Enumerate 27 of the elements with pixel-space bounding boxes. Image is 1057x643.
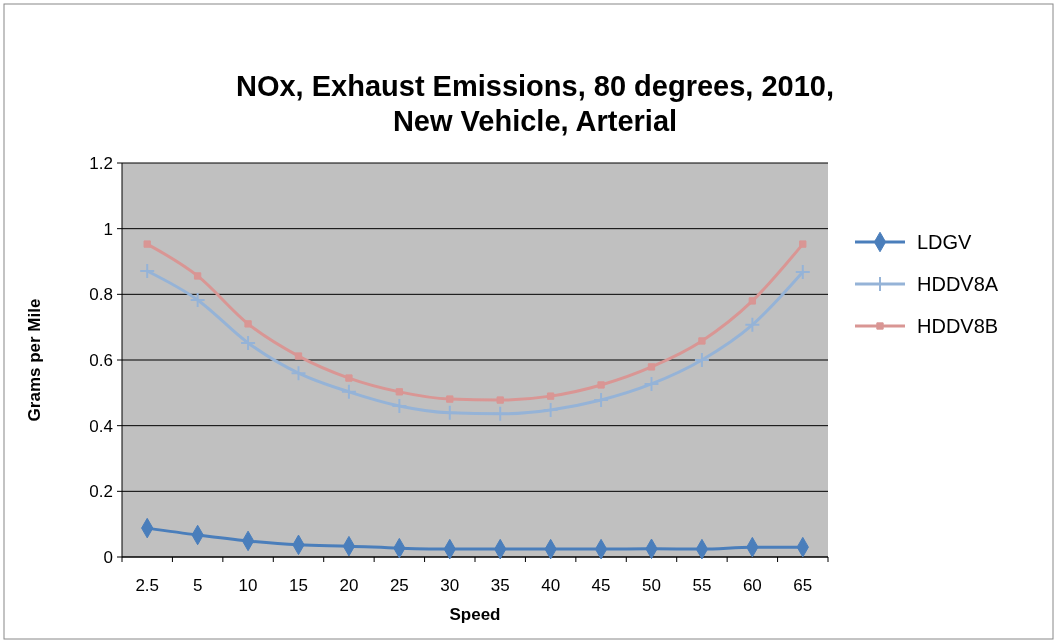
x-tick-label: 2.5 [135, 576, 160, 595]
x-axis-title: Speed [449, 605, 501, 624]
y-axis-title: Grams per Mile [25, 298, 44, 422]
legend-label: HDDV8A [917, 273, 999, 295]
chart-title: NOx, Exhaust Emissions, 80 degrees, 2010, New Vehicle, Arterial [235, 70, 835, 137]
x-tick-label: 60 [742, 576, 762, 595]
y-tick-label: 0.6 [89, 350, 113, 370]
x-tick-label: 45 [591, 576, 611, 595]
y-tick-label: 0.4 [89, 416, 113, 436]
y-tick-label: 1 [103, 219, 113, 239]
x-tick-label: 65 [793, 576, 813, 595]
x-tick-label: 50 [642, 576, 661, 595]
x-tick-label: 10 [238, 576, 258, 595]
x-tick-label: 20 [339, 576, 359, 595]
y-tick-label: 1.2 [89, 153, 113, 173]
y-tick-label: 0.2 [89, 482, 113, 502]
legend-label: HDDV8B [917, 315, 999, 337]
x-tick-label: 30 [440, 576, 460, 595]
x-tick-label: 40 [541, 576, 561, 595]
y-tick-label: 0 [103, 547, 113, 567]
x-tick-label: 25 [389, 576, 409, 595]
x-tick-label: 35 [490, 576, 510, 595]
x-tick-label: 15 [289, 576, 308, 595]
legend-label: LDGV [917, 231, 973, 253]
y-tick-label: 0.8 [89, 285, 113, 305]
x-tick-label: 55 [692, 576, 712, 595]
x-tick-label: 5 [192, 576, 203, 595]
